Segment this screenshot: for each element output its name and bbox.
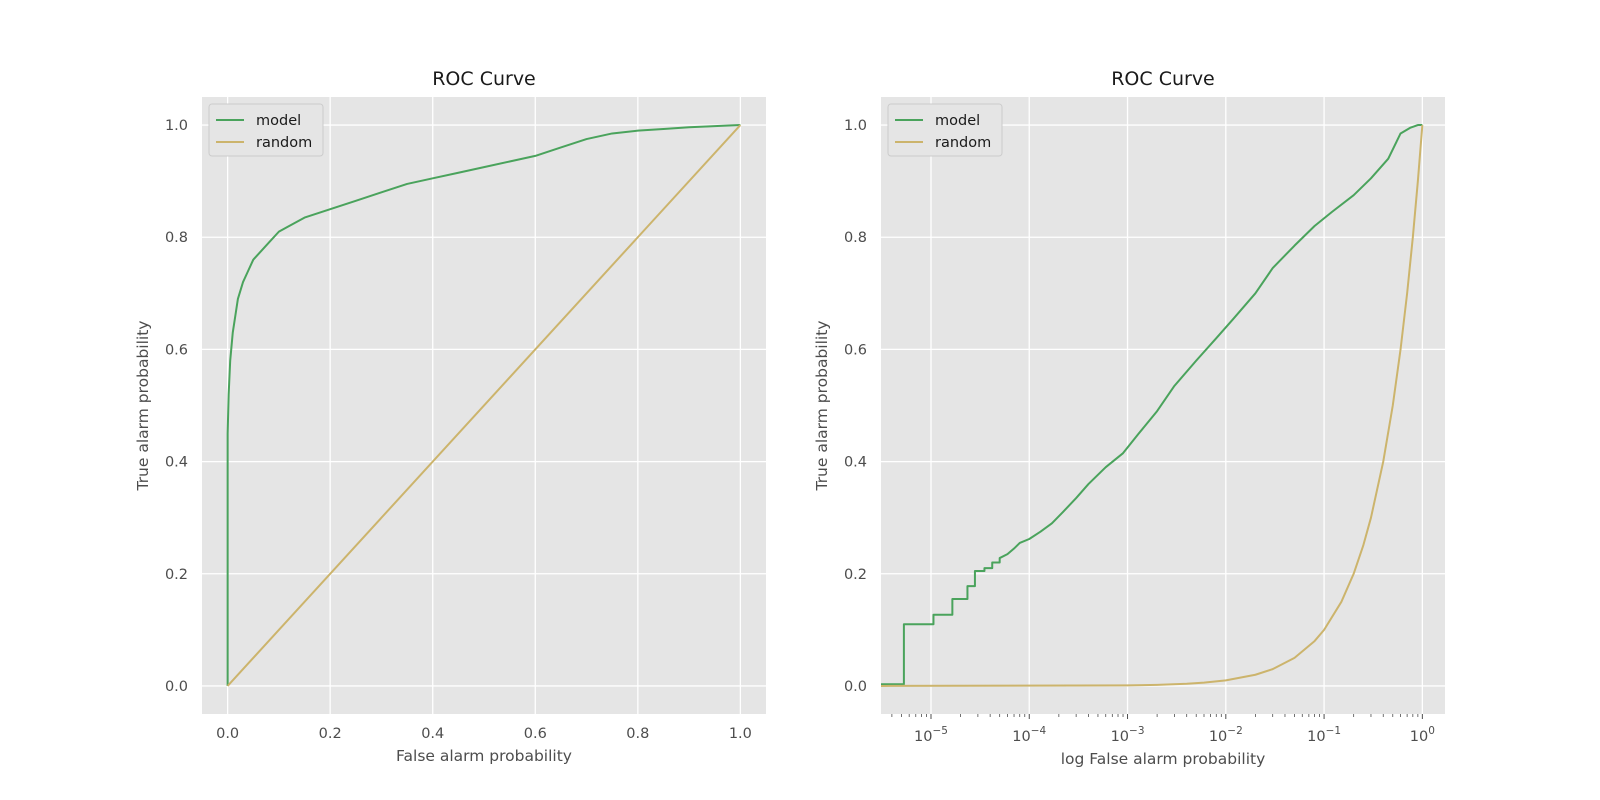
x-tick-label: 100 [1410,725,1435,745]
y-tick-label: 1.0 [165,118,188,134]
x-tick-label: 0.4 [421,726,444,742]
x-axis-label: log False alarm probability [1061,750,1266,768]
x-tick-label: 1.0 [729,726,752,742]
y-axis-label: True alarm probability [134,321,152,492]
y-tick-label: 0.6 [165,342,188,358]
chart-panel-1: 0.0 0.2 0.4 0.6 0.8 1.0 0.0 0.2 0.4 0.6 0.8 1.0 ROC … [134,68,766,765]
x-tick-label: 10−1 [1307,725,1341,745]
series-line-model [881,124,1423,686]
plot-area [881,97,1445,714]
y-tick-label: 0.8 [165,230,188,246]
chart-title: ROC Curve [1111,68,1215,90]
x-axis-label: False alarm probability [396,747,572,765]
x-tick-label: 0.2 [319,726,342,742]
y-tick-label: 0.2 [165,567,188,583]
y-tick-label: 0.0 [165,679,188,695]
x-tick-label: 10−2 [1209,725,1243,745]
x-tick-label: 0.0 [216,726,239,742]
series-line-random [881,124,1424,687]
legend-label-random: random [935,135,991,151]
x-tick-label: 0.8 [626,726,649,742]
legend: model random [208,103,324,157]
y-tick-label: 0.6 [844,342,867,358]
y-tick-label: 0.4 [844,455,867,471]
chart-panel-2: 0.0 0.2 0.4 0.6 0.8 1.0 10−5 10−4 10−3 10−2 10−1 10… [813,68,1445,768]
chart-title: ROC Curve [432,68,536,90]
y-axis-label: True alarm probability [813,321,831,492]
y-tick-label: 0.0 [844,679,867,695]
series-line-random [226,124,742,687]
series-line-model [226,124,741,686]
y-tick-label: 1.0 [844,118,867,134]
legend-label-model: model [256,113,301,129]
y-tick-label: 0.4 [165,455,188,471]
x-tick-label: 10−3 [1111,725,1145,745]
y-tick-label: 0.2 [844,567,867,583]
legend-label-random: random [256,135,312,151]
x-tick-label: 10−5 [914,725,948,745]
x-tick-label: 10−4 [1012,725,1046,745]
legend-label-model: model [935,113,980,129]
x-tick-label: 0.6 [524,726,547,742]
legend: model random [887,103,1003,157]
y-tick-label: 0.8 [844,230,867,246]
